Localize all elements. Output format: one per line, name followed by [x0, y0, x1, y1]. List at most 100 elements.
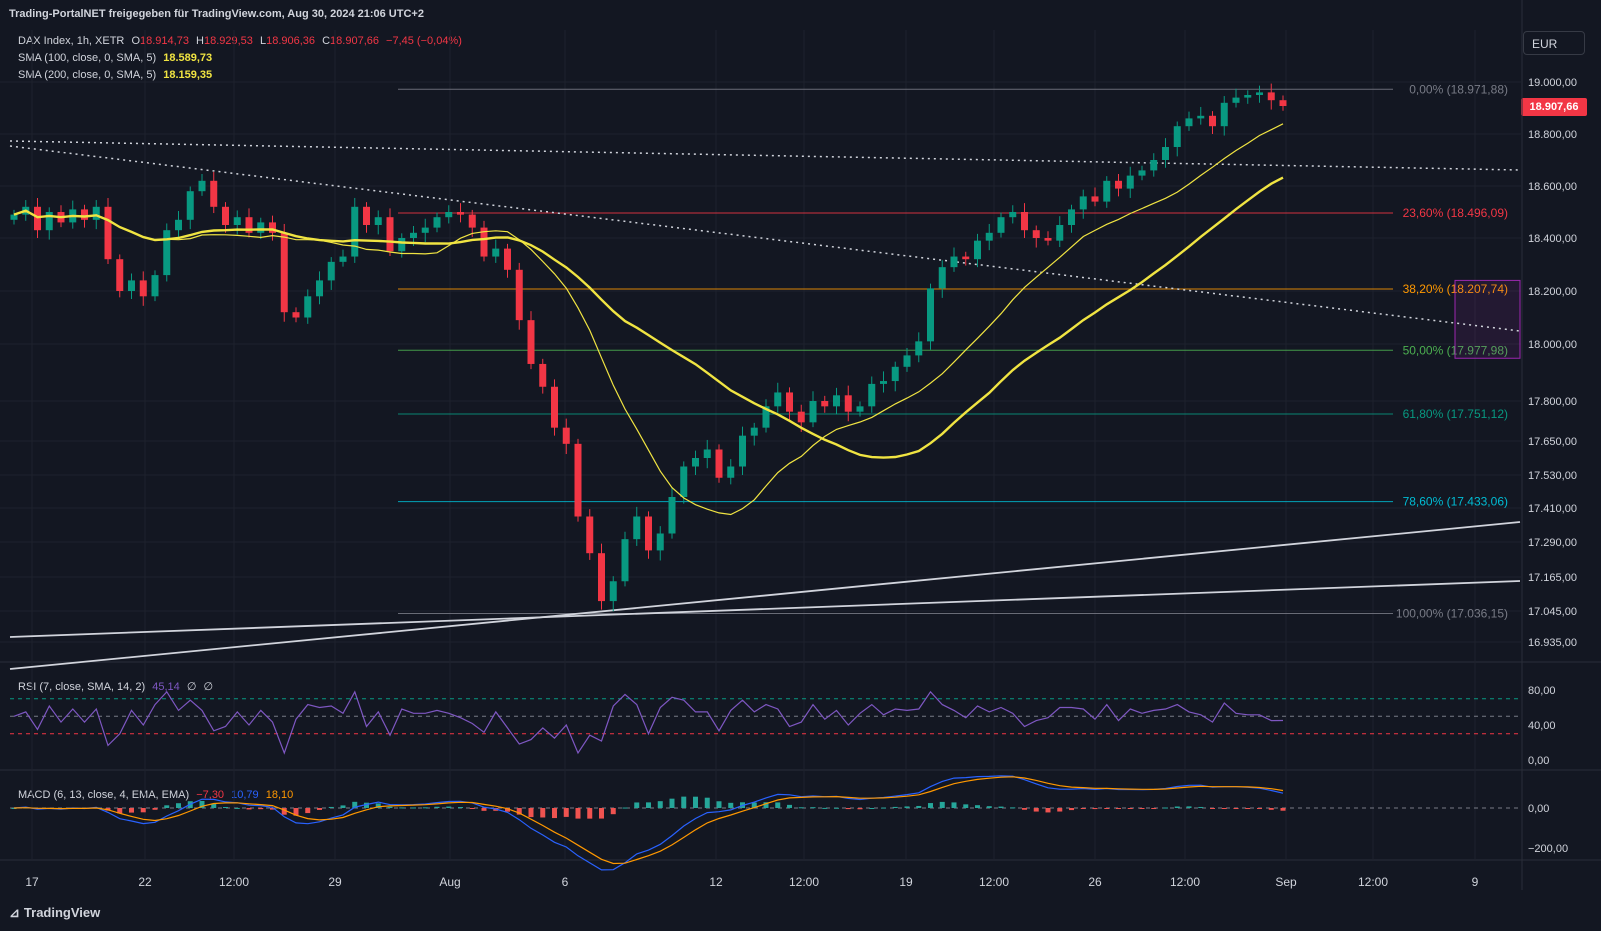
- candle-body: [1079, 196, 1087, 210]
- sma100-value: 18.589,73: [163, 52, 213, 64]
- candle-body: [962, 256, 970, 260]
- macd-histogram-bar: [716, 801, 722, 808]
- candle-body: [210, 180, 218, 207]
- candle-body: [809, 401, 817, 423]
- candle-body: [974, 240, 981, 260]
- macd-histogram-bar: [916, 805, 922, 808]
- trendline-dotted-falling: [9, 145, 1521, 332]
- macd-histogram-bar: [505, 808, 510, 812]
- macd-histogram-bar: [516, 808, 522, 815]
- candle-body: [1091, 196, 1099, 202]
- y-tick-label: 17.410,00: [1528, 503, 1577, 515]
- rsi-legend[interactable]: RSI (7, close, SMA, 14, 2) 45,14 ∅ ∅: [18, 680, 217, 693]
- macd-histogram-bar: [857, 808, 863, 810]
- rsi-label: RSI (7, close, SMA, 14, 2): [18, 681, 146, 693]
- macd-histogram-bar: [787, 804, 792, 808]
- candle-body: [856, 406, 864, 412]
- candle-body: [304, 296, 312, 318]
- candle-body: [762, 406, 770, 428]
- candle-body: [116, 259, 124, 291]
- macd-histogram-bar: [939, 801, 945, 808]
- candle-body: [1185, 118, 1193, 127]
- macd-histogram-bar: [587, 808, 593, 819]
- candle-body: [562, 427, 570, 444]
- x-tick-label: 9: [1472, 875, 1479, 889]
- macd-histogram-bar: [951, 802, 957, 808]
- macd-histogram-bar: [540, 808, 546, 818]
- macd-histogram-bar: [669, 798, 675, 808]
- macd-histogram-bar: [11, 808, 17, 809]
- macd-histogram-bar: [223, 807, 228, 809]
- candle-body: [374, 217, 382, 225]
- y-tick-label: 18.200,00: [1528, 286, 1577, 298]
- brand-logo[interactable]: ⊿ TradingView: [9, 905, 100, 921]
- macd-histogram-bar: [998, 806, 1004, 808]
- candle-body: [927, 288, 934, 342]
- candle-body: [633, 516, 641, 540]
- candle-body: [316, 280, 323, 297]
- candle-body: [363, 206, 370, 225]
- trendline-dotted-upper: [9, 140, 1521, 171]
- candle-body: [950, 256, 958, 268]
- macd-histogram-bar: [446, 806, 452, 808]
- last-price-label: 18.907,66: [1521, 98, 1587, 116]
- y-tick-label: 16.935,00: [1528, 637, 1577, 649]
- y-tick-label: 19.000,00: [1528, 77, 1577, 89]
- macd-histogram-bar: [1045, 808, 1051, 813]
- macd-histogram-bar: [1257, 808, 1262, 809]
- rsi-tick-label: 80,00: [1528, 685, 1556, 697]
- macd-histogram-bar: [1022, 808, 1027, 810]
- low-value: 18.906,36: [266, 35, 316, 47]
- macd-histogram-bar: [340, 805, 346, 808]
- candle-body: [797, 411, 805, 423]
- sma200-value: 18.159,35: [163, 69, 213, 81]
- candle-body: [915, 341, 923, 356]
- candle-body: [1103, 180, 1111, 202]
- candle-body: [645, 516, 652, 551]
- candle-body: [527, 320, 535, 364]
- candle-body: [539, 363, 547, 387]
- candle-body: [1232, 97, 1240, 103]
- candle-body: [139, 280, 147, 297]
- main-legend[interactable]: DAX Index, 1h, XETR O18.914,73 H18.929,5…: [18, 35, 466, 47]
- candle-body: [715, 449, 723, 478]
- macd-histogram-bar: [246, 808, 252, 810]
- macd-histogram-bar: [1233, 808, 1239, 809]
- macd-histogram-bar: [1033, 808, 1039, 812]
- macd-histogram-bar: [281, 808, 287, 815]
- y-tick-label: 17.530,00: [1528, 470, 1577, 482]
- macd-histogram-bar: [646, 802, 651, 808]
- rsi-extra1: ∅: [186, 681, 197, 693]
- candle-body: [163, 230, 171, 276]
- macd-histogram-bar: [610, 808, 616, 815]
- sma100-legend[interactable]: SMA (100, close, 0, SMA, 5) 18.589,73: [18, 52, 216, 64]
- macd-histogram-bar: [1210, 808, 1215, 809]
- macd-histogram-bar: [1104, 808, 1110, 809]
- rsi-extra2: ∅: [203, 681, 214, 693]
- y-tick-label: 18.000,00: [1528, 339, 1577, 351]
- y-tick-label: 17.290,00: [1528, 537, 1577, 549]
- currency-button[interactable]: EUR: [1523, 31, 1585, 55]
- y-tick-label: 18.600,00: [1528, 181, 1577, 193]
- candle-body: [269, 222, 276, 233]
- macd-histogram-bar: [892, 806, 898, 808]
- target-zone-box: [1454, 279, 1521, 359]
- candle-body: [10, 214, 18, 220]
- macd-histogram-bar: [317, 808, 322, 810]
- candle-body: [938, 267, 946, 289]
- sma200-legend[interactable]: SMA (200, close, 0, SMA, 5) 18.159,35: [18, 69, 216, 81]
- sma100-label: SMA (100, close, 0, SMA, 5): [18, 52, 157, 64]
- rsi-line: [13, 690, 1284, 755]
- candle-body: [997, 217, 1005, 233]
- x-tick-label: 12: [709, 875, 723, 889]
- macd-histogram-bar: [270, 808, 275, 810]
- macd-legend[interactable]: MACD (6, 13, close, 4, EMA, EMA) −7,30 1…: [18, 789, 297, 801]
- candle-body: [621, 539, 629, 582]
- macd-histogram-bar: [834, 807, 839, 809]
- macd-histogram-bar: [869, 807, 875, 809]
- macd-signal-value: 18,10: [265, 789, 294, 801]
- macd-histogram-bar: [199, 800, 205, 808]
- macd-histogram-bar: [622, 807, 628, 809]
- macd-histogram-bar: [434, 806, 440, 808]
